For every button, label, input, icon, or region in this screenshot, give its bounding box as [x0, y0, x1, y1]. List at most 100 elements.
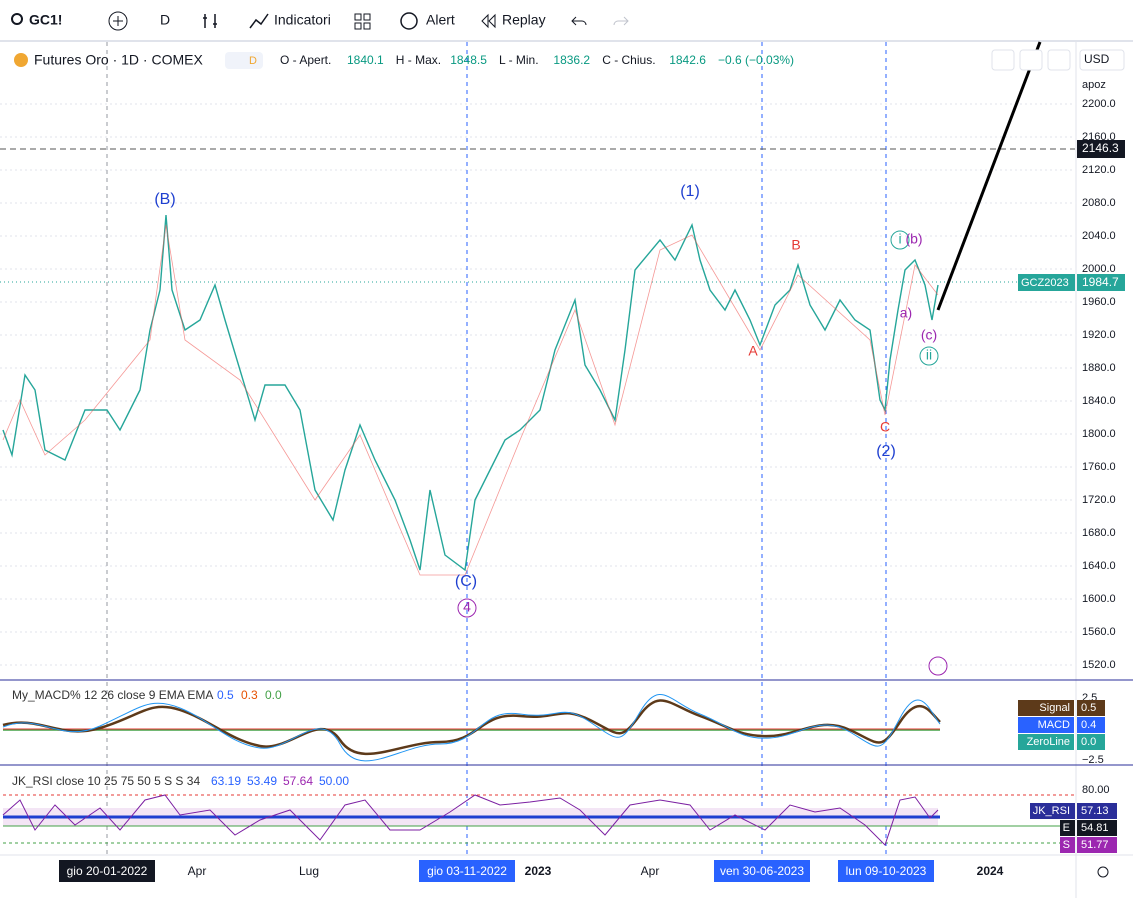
macd-axis: −2.5: [1082, 754, 1104, 766]
macd-param: 0.5: [217, 688, 234, 702]
button[interactable]: [1047, 49, 1071, 71]
macd-badge: [1018, 734, 1074, 750]
macd-label: My_MACD% 12 26 close 9 EMA EMA: [12, 688, 213, 702]
price-tick-label: 1960.0: [1082, 296, 1116, 308]
time-label: 2023: [525, 864, 552, 878]
price-tick-label: 1760.0: [1082, 461, 1116, 473]
wave-circle: [457, 598, 477, 618]
lightning-icon[interactable]: [928, 656, 948, 676]
ohlc-label: O - Apert.: [280, 53, 331, 67]
wave-label: ii: [926, 347, 932, 363]
time-badge: [714, 860, 810, 882]
time-label: Apr: [188, 864, 207, 878]
rsi-badge-value: 51.77: [1081, 839, 1109, 851]
rsi-axis: 80.00: [1082, 784, 1110, 796]
wave-label: (2): [876, 443, 896, 460]
time-label: gio 20-01-2022: [67, 864, 148, 878]
rsi-label: JK_RSI close 10 25 75 50 5 S S 34: [12, 774, 200, 788]
rsi-param: 57.64: [283, 774, 313, 788]
price-tick-label: 1520.0: [1082, 659, 1116, 671]
time-badge: [59, 860, 155, 882]
target-value: 2146.3: [1082, 141, 1119, 155]
currency-box[interactable]: [1079, 49, 1125, 71]
toolbar: GC1! D Indicatori Alert Replay: [0, 11, 1133, 42]
rsi-param: 63.19: [211, 774, 241, 788]
ohlc-value: 1840.1: [347, 53, 384, 67]
macd-badge-value: 0.4: [1081, 719, 1096, 731]
rsi-badge-name: JK_RSI: [1033, 805, 1070, 817]
ohlc-value: 1836.2: [553, 53, 590, 67]
macd-badge: [1018, 717, 1074, 733]
wave-circle: [919, 346, 939, 366]
price-tick-label: 2000.0: [1082, 263, 1116, 275]
last-value: 1984.7: [1082, 275, 1119, 289]
ohlc-label: H - Max.: [396, 53, 441, 67]
symbol[interactable]: GC1!: [29, 12, 62, 28]
macd-badge-name: MACD: [1038, 719, 1070, 731]
legend-title: Futures Oro · 1D · COMEX: [34, 52, 203, 68]
ohlc-change: −0.6 (−0.03%): [718, 53, 794, 67]
price-tick-label: 1640.0: [1082, 560, 1116, 572]
replay-button[interactable]: Replay: [502, 12, 546, 28]
time-label: Apr: [641, 864, 660, 878]
price-tick-label: 2160.0: [1082, 131, 1116, 143]
rsi-badge-name: S: [1063, 839, 1070, 851]
price-tick-label: 1800.0: [1082, 428, 1116, 440]
rsi-param: 50.00: [319, 774, 349, 788]
wave-label: i: [898, 231, 901, 247]
rsi-param: 53.49: [247, 774, 277, 788]
price-tick-label: 2200.0: [1082, 98, 1116, 110]
legend-badge: D: [249, 55, 257, 67]
rsi-badge: [1060, 820, 1075, 836]
rsi-badge: [1060, 837, 1075, 853]
wave-label: 4: [463, 599, 471, 615]
price-tick-label: 1720.0: [1082, 494, 1116, 506]
rsi-badge-value: 54.81: [1081, 822, 1109, 834]
wave-label: (C): [455, 573, 477, 590]
ohlc-value: 1848.5: [450, 53, 487, 67]
wave-label: A: [748, 343, 758, 359]
wave-circle: [890, 230, 910, 250]
time-label: lun 09-10-2023: [846, 864, 927, 878]
rsi-badge-value: 57.13: [1081, 805, 1109, 817]
macd-badge: [1018, 700, 1074, 716]
time-label: ven 30-06-2023: [720, 864, 804, 878]
time-badge: [419, 860, 515, 882]
button[interactable]: [1019, 49, 1043, 71]
price-tick-label: 1880.0: [1082, 362, 1116, 374]
time-label: gio 03-11-2022: [427, 864, 507, 878]
price-path-shadow: [2, 224, 939, 576]
price-tick-label: 1680.0: [1082, 527, 1116, 539]
indicators-button[interactable]: Indicatori: [274, 12, 331, 28]
ohlc-label: L - Min.: [499, 53, 539, 67]
legend: Futures Oro · 1D · COMEX D: [14, 52, 263, 69]
scale-mode[interactable]: apoz: [1082, 79, 1106, 91]
grid: [0, 103, 1075, 666]
symbol-badge-text: GCZ2023: [1021, 277, 1069, 289]
rsi-badge: [1077, 803, 1117, 819]
price-tick-label: 1920.0: [1082, 329, 1116, 341]
rsi-badge: [1077, 837, 1117, 853]
interval[interactable]: D: [160, 12, 170, 28]
ohlc-value: 1842.6: [669, 53, 706, 67]
wave-label: (b): [905, 231, 922, 247]
rsi-badge-name: E: [1063, 822, 1070, 834]
wave-label: C: [880, 419, 890, 435]
macd-badge-name: ZeroLine: [1027, 736, 1070, 748]
price-path: [2, 214, 939, 572]
settings-icon[interactable]: [1097, 866, 1109, 878]
time-badge: [838, 860, 934, 882]
rsi-line: [2, 794, 939, 846]
price-tick-label: 1840.0: [1082, 395, 1116, 407]
price-tick-label: 1600.0: [1082, 593, 1116, 605]
rsi-badge: [1077, 820, 1117, 836]
currency[interactable]: USD: [1084, 52, 1110, 66]
price-tick-label: 2080.0: [1082, 197, 1116, 209]
wave-label: (B): [154, 191, 175, 208]
button[interactable]: [991, 49, 1015, 71]
alert-button[interactable]: Alert: [426, 12, 455, 28]
macd-param: 0.3: [241, 688, 258, 702]
macd-badge: [1077, 734, 1105, 750]
